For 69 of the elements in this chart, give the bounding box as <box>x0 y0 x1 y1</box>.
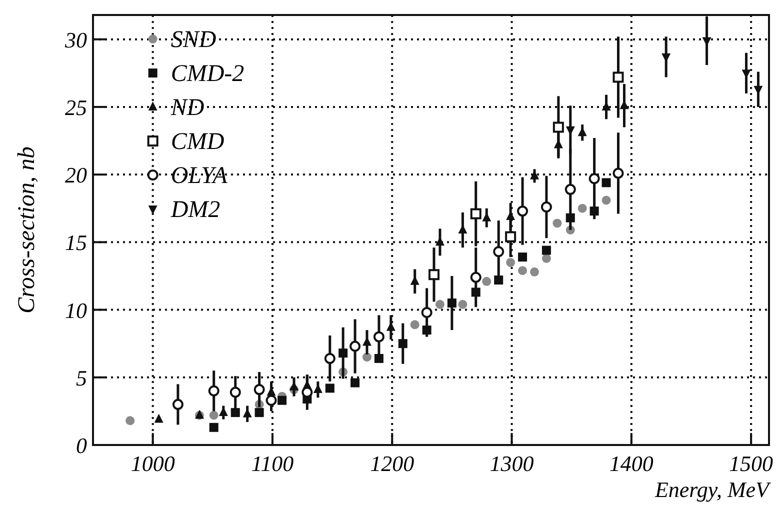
point <box>350 378 360 388</box>
point <box>458 300 468 309</box>
legend-label: OLYA <box>170 163 228 189</box>
point <box>208 385 220 396</box>
legend-label: DM2 <box>170 197 220 223</box>
legend-label: CMD <box>170 129 224 155</box>
point <box>172 398 184 410</box>
point <box>278 396 287 405</box>
y-tick-label: 20 <box>65 162 87 188</box>
point <box>154 414 164 423</box>
point <box>324 352 336 364</box>
x-tick-label: 1300 <box>490 451 534 476</box>
point <box>435 300 444 309</box>
point <box>564 184 576 195</box>
y-axis-title: Cross-section, nb <box>14 146 40 314</box>
point <box>517 206 528 217</box>
point <box>518 266 528 276</box>
point <box>542 254 551 263</box>
x-tick-label: 1100 <box>251 451 294 476</box>
point <box>362 352 372 362</box>
point <box>421 306 432 318</box>
point <box>518 252 528 262</box>
point <box>373 331 384 342</box>
point <box>578 204 587 213</box>
point <box>410 320 420 330</box>
point <box>325 384 334 393</box>
point <box>230 408 240 418</box>
point <box>505 231 516 242</box>
point <box>266 394 277 406</box>
y-tick-label: 0 <box>76 433 87 458</box>
point <box>602 178 611 188</box>
x-tick-label: 1000 <box>130 451 175 476</box>
legend-label: SND <box>170 27 216 53</box>
point <box>470 272 482 283</box>
point <box>493 246 504 258</box>
legend-label: ND <box>170 95 204 121</box>
point <box>398 339 408 348</box>
point <box>126 416 135 426</box>
point <box>588 173 600 184</box>
point <box>540 202 552 213</box>
point <box>338 348 348 358</box>
y-tick-label: 10 <box>65 298 87 323</box>
point <box>447 298 456 308</box>
point <box>428 269 440 280</box>
y-tick-label: 30 <box>64 27 87 52</box>
point <box>542 246 551 255</box>
point <box>254 408 264 418</box>
point <box>230 386 241 398</box>
y-tick-label: 25 <box>65 94 87 120</box>
point <box>530 267 539 276</box>
x-tick-label: 1400 <box>609 451 654 476</box>
legend-label: CMD-2 <box>170 61 244 87</box>
point <box>209 422 218 432</box>
point <box>552 122 564 133</box>
x-tick-label: 1500 <box>729 451 774 476</box>
x-axis-title: Energy, MeV <box>654 477 772 502</box>
point <box>602 196 611 205</box>
point <box>470 208 482 220</box>
y-tick-label: 5 <box>76 365 87 390</box>
x-tick-label: 1200 <box>370 451 414 476</box>
point <box>612 168 624 179</box>
point <box>482 276 492 286</box>
point <box>552 218 562 228</box>
point <box>254 384 265 396</box>
point <box>209 410 218 420</box>
point <box>612 72 624 83</box>
point <box>506 258 516 267</box>
point <box>350 340 361 352</box>
y-tick-label: 15 <box>65 230 87 256</box>
